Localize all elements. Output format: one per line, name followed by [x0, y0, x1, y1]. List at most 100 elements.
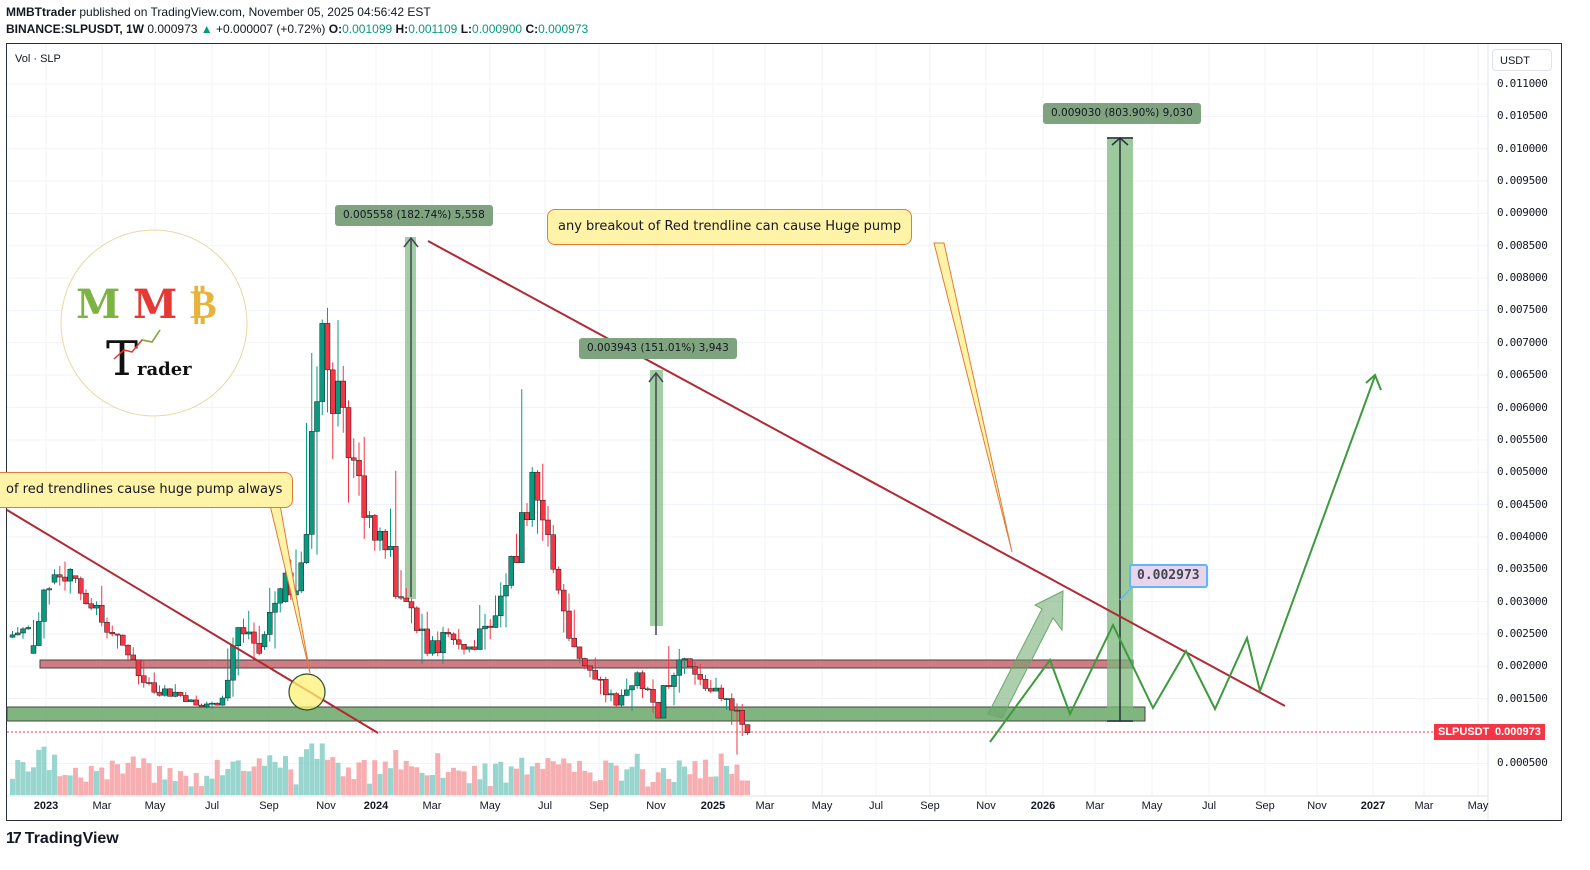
time-tick: Mar	[1414, 800, 1434, 812]
close-label: C:	[525, 22, 539, 36]
measurement-bars	[403, 137, 1133, 722]
price-tick: 0.002500	[1497, 626, 1548, 640]
price-tick: 0.005000	[1497, 465, 1548, 479]
price-tick: 0.009500	[1497, 174, 1548, 188]
publish-info: published on TradingView.com, November 0…	[76, 5, 431, 19]
low-value: 0.000900	[472, 22, 523, 36]
time-tick: May	[1141, 800, 1163, 812]
arrow-up-icon	[648, 371, 664, 383]
tradingview-label: TradingView	[24, 830, 119, 847]
logo-badge: M M ₿ T rader	[60, 229, 248, 417]
publish-line: MMBTtrader published on TradingView.com,…	[6, 4, 588, 21]
change-up-icon: ▲	[200, 22, 213, 36]
time-tick: Jul	[1201, 800, 1217, 812]
price-note-pointer	[1119, 585, 1134, 601]
time-tick: Mar	[92, 800, 112, 812]
time-tick: May	[811, 800, 833, 812]
last-price: 0.000973	[147, 22, 198, 36]
change-value: +0.000007 (+0.72%)	[216, 22, 326, 36]
time-tick: Nov	[976, 800, 996, 812]
time-tick: Jul	[868, 800, 884, 812]
last-price-value: 0.000973	[1491, 724, 1545, 740]
time-tick: 2026	[1030, 800, 1056, 812]
close-value: 0.000973	[538, 22, 589, 36]
logo-rader: rader	[137, 359, 192, 380]
time-tick: Jul	[537, 800, 553, 812]
time-tick: 2023	[33, 800, 59, 812]
time-tick: Nov	[1307, 800, 1327, 812]
time-tick: Mar	[1085, 800, 1105, 812]
arrow-up-icon	[403, 236, 419, 248]
price-tick: 0.008500	[1497, 238, 1548, 252]
price-tick: 0.008000	[1497, 271, 1548, 285]
projection-drawings	[987, 373, 1382, 743]
price-tick: 0.000500	[1497, 756, 1548, 770]
callout-left[interactable]: of red trendlines cause huge pump always	[0, 472, 294, 508]
price-tick: 0.007000	[1497, 335, 1548, 349]
time-tick: Nov	[316, 800, 336, 812]
time-tick: Nov	[646, 800, 666, 812]
horizontal-zones	[6, 659, 1146, 722]
ohlc-line: BINANCE:SLPUSDT, 1W 0.000973 ▲ +0.000007…	[6, 21, 588, 38]
author-name[interactable]: MMBTtrader	[6, 5, 77, 19]
trendline-main[interactable]	[427, 240, 1286, 707]
grid-lines	[7, 44, 1488, 796]
price-tick: 0.011000	[1497, 77, 1548, 90]
time-tick: Mar	[422, 800, 442, 812]
high-value: 0.001109	[408, 22, 458, 36]
price-tick: 0.006000	[1497, 400, 1548, 414]
time-tick: Sep	[1255, 800, 1275, 812]
breakout-highlight-circle[interactable]	[288, 673, 326, 711]
price-note[interactable]: 0.002973	[1129, 564, 1208, 588]
chart-header: MMBTtrader published on TradingView.com,…	[6, 4, 588, 38]
callout-main-pointer	[933, 242, 1013, 553]
candlesticks	[9, 307, 751, 755]
time-tick: May	[144, 800, 166, 812]
price-tick: 0.004000	[1497, 529, 1548, 543]
logo-chart-up-icon	[141, 329, 161, 343]
measure-label-3[interactable]: 0.009030 (803.90%) 9,030	[1043, 103, 1201, 124]
projection-arrowhead-icon	[1365, 373, 1382, 391]
price-tick: 0.010500	[1497, 109, 1548, 123]
low-label: L:	[460, 22, 473, 36]
chart-frame[interactable]	[6, 43, 1562, 821]
callout-main[interactable]: any breakout of Red trendline can cause …	[547, 209, 913, 245]
price-tick: 0.003500	[1497, 562, 1548, 576]
time-tick: May	[1467, 800, 1489, 812]
time-tick: Sep	[920, 800, 940, 812]
logo-T: T	[106, 331, 138, 387]
time-tick: 2025	[700, 800, 726, 812]
projection-path[interactable]	[989, 375, 1376, 743]
symbol-label[interactable]: BINANCE:SLPUSDT, 1W	[6, 22, 145, 36]
measure-label-2[interactable]: 0.003943 (151.01%) 3,943	[579, 338, 737, 359]
logo-bear-letter: M	[133, 281, 177, 328]
volume-bars	[10, 743, 750, 795]
last-price-symbol: SLPUSDT	[1434, 724, 1494, 740]
price-tick: 0.010000	[1497, 141, 1548, 155]
time-tick: Mar	[755, 800, 775, 812]
time-tick: Sep	[259, 800, 279, 812]
time-tick: 2027	[1360, 800, 1386, 812]
currency-label[interactable]: USDT	[1492, 49, 1552, 71]
volume-indicator-label[interactable]: Vol · SLP	[15, 53, 61, 65]
logo-bull-letter: M	[76, 281, 120, 328]
tradingview-logo-icon: 17	[6, 830, 22, 847]
support-zone[interactable]	[6, 706, 1146, 722]
callout-pointers	[269, 242, 1013, 674]
price-tick: 0.004500	[1497, 497, 1548, 511]
logo-circle	[60, 229, 248, 417]
high-label: H:	[395, 22, 409, 36]
big-arrow-up-icon[interactable]	[987, 590, 1064, 719]
tradingview-brand[interactable]: 17 TradingView	[6, 830, 119, 848]
price-tick: 0.005500	[1497, 432, 1548, 446]
time-tick: Sep	[589, 800, 609, 812]
price-tick: 0.007500	[1497, 303, 1548, 317]
price-tick: 0.006500	[1497, 368, 1548, 382]
time-tick: Jul	[204, 800, 220, 812]
time-tick: May	[479, 800, 501, 812]
measure-label-1[interactable]: 0.005558 (182.74%) 5,558	[335, 205, 493, 226]
price-tick: 0.002000	[1497, 659, 1548, 673]
price-tick: 0.009000	[1497, 206, 1548, 220]
open-label: O:	[328, 22, 343, 36]
